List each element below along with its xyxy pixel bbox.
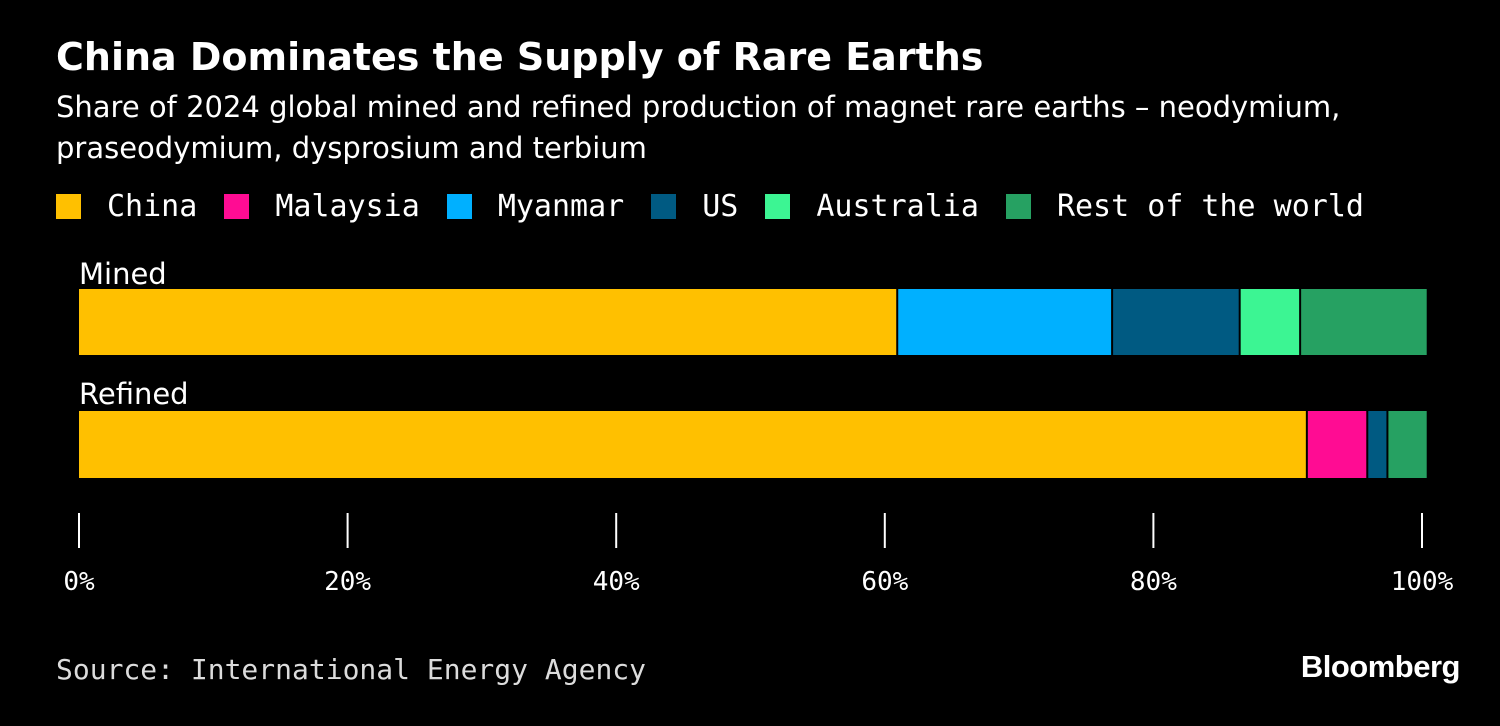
- legend-label-china: China: [107, 188, 198, 224]
- bar-chart: Mined Refined 0% 20% 40% 60% 80% 100%: [63, 257, 1454, 597]
- x-tick-label-20: 20%: [324, 567, 371, 597]
- bar-segment-refined-rest-of-the-world: [1388, 411, 1427, 478]
- bar-segment-refined-china: [79, 411, 1306, 478]
- chart-title: China Dominates the Supply of Rare Earth…: [56, 35, 984, 79]
- bar-segment-mined-myanmar: [898, 289, 1112, 355]
- bar-segment-refined-malaysia: [1307, 411, 1367, 478]
- source-note: Source: International Energy Agency: [56, 653, 647, 686]
- legend-swatch-china: [56, 193, 81, 219]
- legend-swatch-australia: [765, 193, 791, 219]
- legend-item-myanmar: Myanmar: [446, 188, 625, 224]
- x-tick-label-100: 100%: [1391, 567, 1454, 597]
- legend-label-malaysia: Malaysia: [275, 188, 420, 224]
- legend: China Malaysia Myanmar US Australia Rest of t…: [56, 186, 1391, 226]
- bar-segment-mined-china: [79, 289, 897, 355]
- legend-item-china: China: [56, 189, 197, 224]
- chart-subtitle: Share of 2024 global mined and refined p…: [56, 90, 1341, 165]
- legend-item-rest-of-the-world: Rest of the world: [1005, 188, 1364, 224]
- legend-swatch-malaysia: [224, 193, 250, 219]
- legend-swatch-myanmar: [446, 193, 472, 219]
- x-tick-label-0: 0%: [63, 567, 95, 597]
- category-label-mined: Mined: [79, 257, 167, 291]
- legend-item-us: US: [651, 189, 738, 224]
- x-tick-label-40: 40%: [593, 567, 640, 597]
- legend-label-us: US: [702, 188, 739, 224]
- legend-label-rest-of-the-world: Rest of the world: [1056, 188, 1364, 224]
- legend-label-myanmar: Myanmar: [497, 188, 625, 224]
- bar-segment-mined-australia: [1240, 289, 1300, 355]
- legend-item-australia: Australia: [765, 189, 979, 224]
- legend-label-australia: Australia: [816, 188, 979, 224]
- bar-segment-mined-us: [1113, 289, 1239, 355]
- x-tick-label-80: 80%: [1130, 567, 1177, 597]
- category-label-refined: Refined: [79, 377, 189, 411]
- legend-swatch-us: [651, 193, 677, 219]
- bar-segment-refined-us: [1368, 411, 1387, 478]
- legend-item-malaysia: Malaysia: [224, 189, 420, 224]
- x-tick-label-60: 60%: [861, 567, 908, 597]
- bar-segment-mined-rest-of-the-world: [1301, 289, 1427, 355]
- legend-swatch-rest-of-the-world: [1005, 193, 1031, 219]
- bloomberg-logo: Bloomberg: [1300, 649, 1461, 684]
